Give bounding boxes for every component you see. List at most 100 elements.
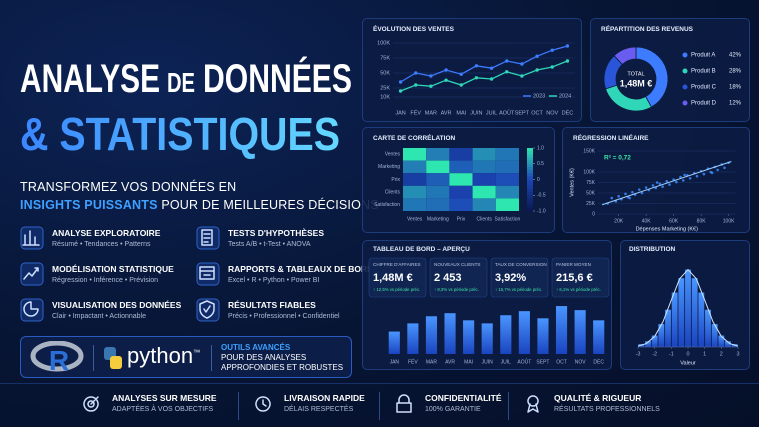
bar — [665, 309, 671, 347]
colorbar-step — [527, 154, 533, 158]
y-tick-label: 50K — [380, 70, 390, 76]
column-label: Marketing — [427, 216, 449, 222]
icon-glyph — [23, 267, 39, 280]
colorbar-step — [527, 188, 533, 193]
r-logo: R — [30, 341, 84, 375]
bar — [425, 316, 438, 354]
bar — [691, 278, 698, 347]
x-tick-label: -1 — [669, 351, 674, 357]
feature-desc: Régression • Inférence • Prévision — [52, 277, 159, 284]
x-tick-label: JUIL — [486, 110, 497, 116]
point — [683, 173, 686, 177]
x-tick-label: FÉV — [408, 358, 418, 365]
feature-title: VISUALISATION DES DONNÉES — [52, 300, 182, 310]
heat-cell — [426, 185, 450, 199]
colorbar-step — [527, 157, 533, 161]
point — [637, 188, 641, 191]
x-tick-label: JAN — [395, 110, 405, 116]
footer-item: ANALYSES SUR MESURE ADAPTÉES À VOS OBJECT… — [112, 393, 217, 413]
legend-dot — [682, 84, 688, 90]
heat-cell — [403, 160, 427, 174]
heat-cell — [426, 198, 450, 211]
point — [535, 68, 539, 72]
point — [505, 59, 509, 63]
bar — [463, 320, 475, 354]
divider — [93, 345, 94, 371]
bar — [645, 341, 651, 347]
bar — [444, 313, 456, 354]
feature: MODÉLISATION STATISTIQUE Régression • Inf… — [52, 264, 174, 284]
value-label: 18% — [729, 85, 742, 91]
colorbar-step — [527, 185, 533, 190]
x-tick-label: 2 — [720, 351, 723, 357]
point — [520, 74, 524, 78]
point — [505, 70, 509, 74]
feature-desc: Excel • R • Python • Power BI — [228, 277, 320, 284]
kpi-card — [429, 257, 488, 298]
point — [695, 174, 699, 178]
icon-glyph — [527, 395, 539, 413]
bar — [518, 311, 530, 354]
icon-frame — [20, 262, 44, 286]
kpi-label: CHIFFRE D'AFFAIRES — [373, 262, 421, 267]
icon — [20, 262, 44, 286]
revenue-donut: RÉPARTITION DES REVENUS Produit A 42% Produ… — [590, 18, 750, 122]
point — [665, 179, 669, 183]
heat-cell — [426, 173, 450, 186]
point — [444, 68, 448, 72]
total-label: TOTAL — [627, 71, 644, 77]
point — [398, 89, 403, 93]
point — [459, 72, 463, 76]
heat-cell — [449, 198, 473, 211]
y-tick-label: 50K — [586, 190, 596, 196]
title-word: ANALYSE — [20, 57, 160, 101]
point — [610, 196, 614, 200]
bar — [388, 331, 400, 354]
legend-label: Produit B — [691, 69, 716, 75]
point — [658, 182, 662, 186]
donut-slice — [605, 84, 652, 112]
icon — [20, 298, 44, 322]
y-tick-label: 150K — [583, 148, 595, 154]
icon-glyph — [201, 229, 213, 246]
point — [655, 181, 659, 184]
x-tick-label: AVR — [441, 110, 452, 116]
point — [459, 83, 463, 87]
r-letter: R — [49, 345, 69, 375]
point — [444, 78, 448, 82]
x-tick-label: MAR — [426, 359, 438, 365]
footer-desc: ADAPTÉES À VOS OBJECTIFS — [112, 406, 214, 413]
heat-cell — [403, 185, 427, 199]
x-tick-label: DÉC — [593, 358, 604, 365]
icon-glyph — [199, 300, 215, 319]
point — [624, 192, 627, 196]
divider — [211, 345, 212, 371]
point — [668, 183, 671, 186]
icon — [20, 226, 44, 250]
colorbar-step — [527, 195, 533, 199]
row-label: Satisfaction — [374, 202, 400, 208]
chart-title: RÉGRESSION LINÉAIRE — [573, 133, 649, 142]
colorbar-step — [527, 176, 533, 180]
feature-title: MODÉLISATION STATISTIQUE — [52, 264, 174, 274]
x-tick-label: OCT — [531, 110, 543, 116]
point — [681, 179, 685, 182]
feature-title: ANALYSE EXPLORATOIRE — [52, 228, 161, 238]
heat-cell — [495, 198, 519, 211]
x-tick-label: NOV — [546, 110, 558, 116]
x-tick-label: 1 — [703, 351, 706, 357]
heat-cell — [449, 148, 473, 161]
icon-glyph — [23, 301, 39, 317]
point — [675, 180, 678, 184]
chart-title: ÉVOLUTION DES VENTES — [373, 24, 455, 33]
x-tick-label: NOV — [575, 359, 587, 365]
density-curve — [637, 268, 739, 347]
point — [631, 190, 634, 194]
footer-title: CONFIDENTIALITÉ — [425, 393, 502, 403]
subtitle: TRANSFORMEZ VOS DONNÉES EN — [20, 180, 237, 194]
colorbar-step — [527, 192, 533, 196]
feature: RÉSULTATS FIABLES Précis • Professionnel … — [228, 300, 340, 320]
point — [679, 175, 682, 179]
colorbar-step — [527, 170, 533, 174]
